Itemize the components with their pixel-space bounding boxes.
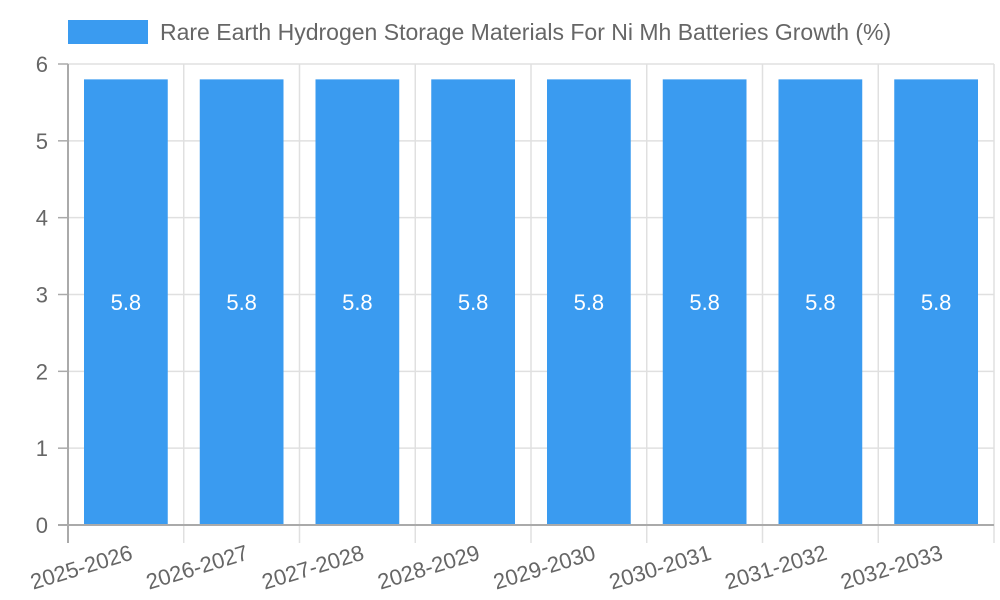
y-tick-label: 2 (36, 359, 48, 384)
legend-label: Rare Earth Hydrogen Storage Materials Fo… (160, 18, 892, 45)
bar[interactable] (431, 79, 515, 525)
bar-value-label: 5.8 (574, 290, 605, 315)
bar-value-label: 5.8 (342, 290, 373, 315)
bar[interactable] (662, 79, 747, 525)
data-labels: 5.8 5.8 5.8 5.8 5.8 5.8 5.8 5.8 (111, 290, 952, 315)
bar[interactable] (547, 79, 631, 525)
legend-swatch (68, 20, 148, 44)
bar-value-label: 5.8 (805, 290, 836, 315)
y-tick-label: 1 (36, 436, 48, 461)
y-tick-label: 4 (36, 206, 48, 231)
x-tick-label: 2025-2026 (27, 540, 135, 595)
bar-value-label: 5.8 (111, 290, 142, 315)
bar-value-label: 5.8 (689, 290, 720, 315)
bar[interactable] (199, 79, 284, 525)
y-tick-label: 0 (36, 513, 48, 538)
chart-legend[interactable]: Rare Earth Hydrogen Storage Materials Fo… (68, 19, 891, 45)
bar[interactable] (84, 79, 168, 525)
bar[interactable] (778, 79, 863, 525)
x-tick-label: 2030-2031 (606, 540, 714, 595)
x-tick-label: 2031-2032 (722, 540, 830, 595)
axes (58, 64, 994, 543)
y-tick-label: 3 (36, 283, 48, 308)
bars (84, 79, 978, 525)
x-tick-label: 2028-2029 (375, 540, 483, 595)
x-tick-label: 2027-2028 (259, 540, 367, 595)
bar-value-label: 5.8 (226, 290, 257, 315)
x-tick-label: 2029-2030 (490, 540, 598, 595)
x-tick-label: 2026-2027 (143, 540, 251, 595)
y-axis-ticks: 0 1 2 3 4 5 6 (36, 52, 68, 538)
x-tick-label: 2032-2033 (838, 540, 946, 595)
x-axis-ticks: 2025-2026 2026-2027 2027-2028 2028-2029 2029… (27, 540, 945, 595)
bar-value-label: 5.8 (921, 290, 952, 315)
bar[interactable] (894, 79, 978, 525)
y-tick-label: 6 (36, 52, 48, 77)
y-tick-label: 5 (36, 129, 48, 154)
bar-value-label: 5.8 (458, 290, 489, 315)
bar[interactable] (315, 79, 400, 525)
